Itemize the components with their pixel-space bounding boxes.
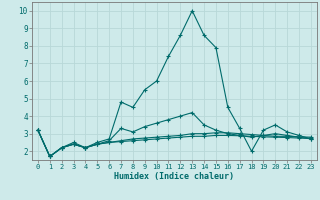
X-axis label: Humidex (Indice chaleur): Humidex (Indice chaleur) xyxy=(115,172,234,181)
